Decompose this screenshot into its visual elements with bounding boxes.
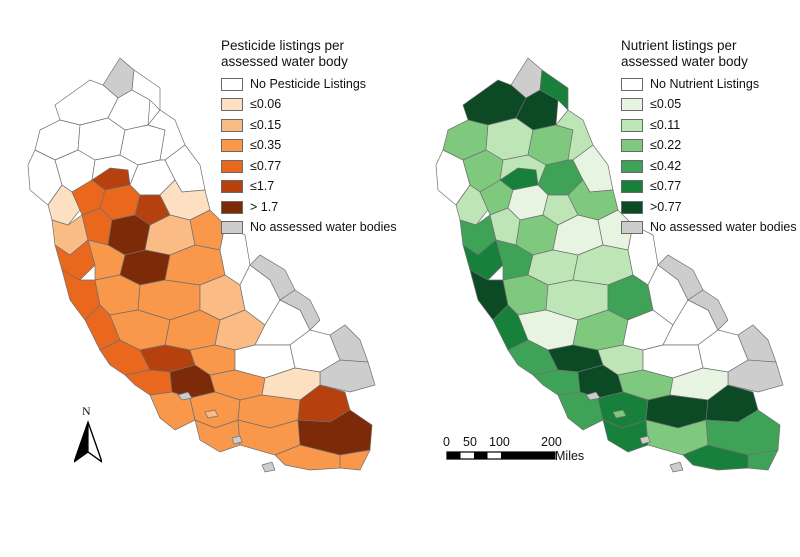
legend-swatch	[621, 139, 643, 153]
legend-item: ≤0.77	[221, 156, 401, 177]
legend-swatch	[221, 180, 243, 194]
legend-label: ≤0.06	[250, 97, 282, 112]
legend-title-line: Nutrient listings per	[621, 38, 737, 53]
legend-label: ≤0.05	[650, 97, 682, 112]
legend-label: ≤0.42	[650, 158, 682, 173]
north-arrow-label: N	[82, 404, 91, 418]
legend-swatch	[621, 118, 643, 132]
watershed-region	[261, 461, 276, 473]
watershed-region	[532, 369, 581, 396]
watershed-region	[585, 391, 601, 401]
legend-item: No Nutrient Listings	[621, 74, 800, 95]
watershed-region	[204, 409, 219, 419]
nutrient-legend-title: Nutrient listings per assessed water bod…	[621, 38, 800, 70]
legend-swatch	[221, 221, 243, 235]
legend-item: ≤0.22	[621, 136, 800, 157]
watershed-region	[682, 444, 749, 471]
legend-swatch	[221, 98, 243, 112]
legend-item: > 1.7	[221, 197, 401, 218]
legend-swatch	[221, 159, 243, 173]
scale-tick-200: 200	[541, 435, 562, 449]
legend-title-line: Pesticide listings per	[221, 38, 345, 53]
legend-item: ≤0.05	[621, 95, 800, 116]
legend-swatch	[621, 200, 643, 214]
watershed-region	[539, 69, 569, 111]
legend-label: ≤0.77	[250, 158, 282, 173]
legend-item: ≤0.06	[221, 95, 401, 116]
scale-tick-100: 100	[489, 435, 510, 449]
legend-label: ≤0.11	[650, 117, 681, 132]
legend-title-line: assessed water body	[621, 54, 748, 69]
legend-item: No assessed water bodies	[621, 218, 800, 239]
legend-label: >0.77	[650, 199, 682, 214]
legend-item: ≤1.7	[221, 177, 401, 198]
scale-tick-0: 0	[443, 435, 450, 449]
watershed-region	[499, 167, 539, 191]
legend-item: ≤0.42	[621, 156, 800, 177]
legend-label: ≤0.22	[650, 138, 682, 153]
watershed-region	[669, 461, 684, 473]
watershed-region	[687, 289, 729, 331]
legend-swatch	[221, 77, 243, 91]
scale-unit: Miles	[555, 449, 585, 463]
legend-label: No Pesticide Listings	[250, 76, 367, 91]
legend-item: ≤0.77	[621, 177, 800, 198]
watershed-region	[124, 369, 173, 396]
watershed-region	[231, 435, 243, 445]
legend-item: ≤0.15	[221, 115, 401, 136]
watershed-region	[177, 391, 193, 401]
legend-item: No Pesticide Listings	[221, 74, 401, 95]
legend-swatch	[221, 200, 243, 214]
watershed-region	[131, 69, 161, 111]
legend-swatch	[621, 180, 643, 194]
legend-label: ≤0.15	[250, 117, 282, 132]
legend-label: No assessed water bodies	[650, 220, 797, 235]
watershed-region	[91, 167, 131, 191]
legend-item: ≤0.11	[621, 115, 800, 136]
legend-label: > 1.7	[250, 199, 279, 214]
legend-swatch	[621, 77, 643, 91]
legend-label: No assessed water bodies	[250, 220, 397, 235]
watershed-region	[639, 435, 651, 445]
legend-item: No assessed water bodies	[221, 218, 401, 239]
legend-item: >0.77	[621, 197, 800, 218]
legend-swatch	[621, 159, 643, 173]
north-arrow-icon	[74, 420, 102, 463]
scale-bar-labels: 0 50 100 200 Miles	[443, 435, 603, 463]
legend-swatch	[621, 221, 643, 235]
watershed-region	[279, 289, 321, 331]
nutrient-map	[435, 57, 784, 473]
legend-title-line: assessed water body	[221, 54, 348, 69]
legend-item: ≤0.35	[221, 136, 401, 157]
legend-label: ≤0.35	[250, 138, 282, 153]
legend-swatch	[221, 139, 243, 153]
pesticide-legend: Pesticide listings per assessed water bo…	[221, 38, 401, 238]
legend-swatch	[621, 98, 643, 112]
watershed-region	[612, 409, 627, 419]
scale-tick-50: 50	[463, 435, 477, 449]
legend-label: ≤1.7	[250, 179, 275, 194]
pesticide-map	[27, 57, 376, 473]
scale-bar	[446, 451, 556, 460]
nutrient-legend: Nutrient listings per assessed water bod…	[621, 38, 800, 238]
legend-label: ≤0.77	[650, 179, 682, 194]
legend-label: No Nutrient Listings	[650, 76, 760, 91]
watershed-region	[274, 444, 341, 471]
pesticide-legend-title: Pesticide listings per assessed water bo…	[221, 38, 401, 70]
legend-swatch	[221, 118, 243, 132]
